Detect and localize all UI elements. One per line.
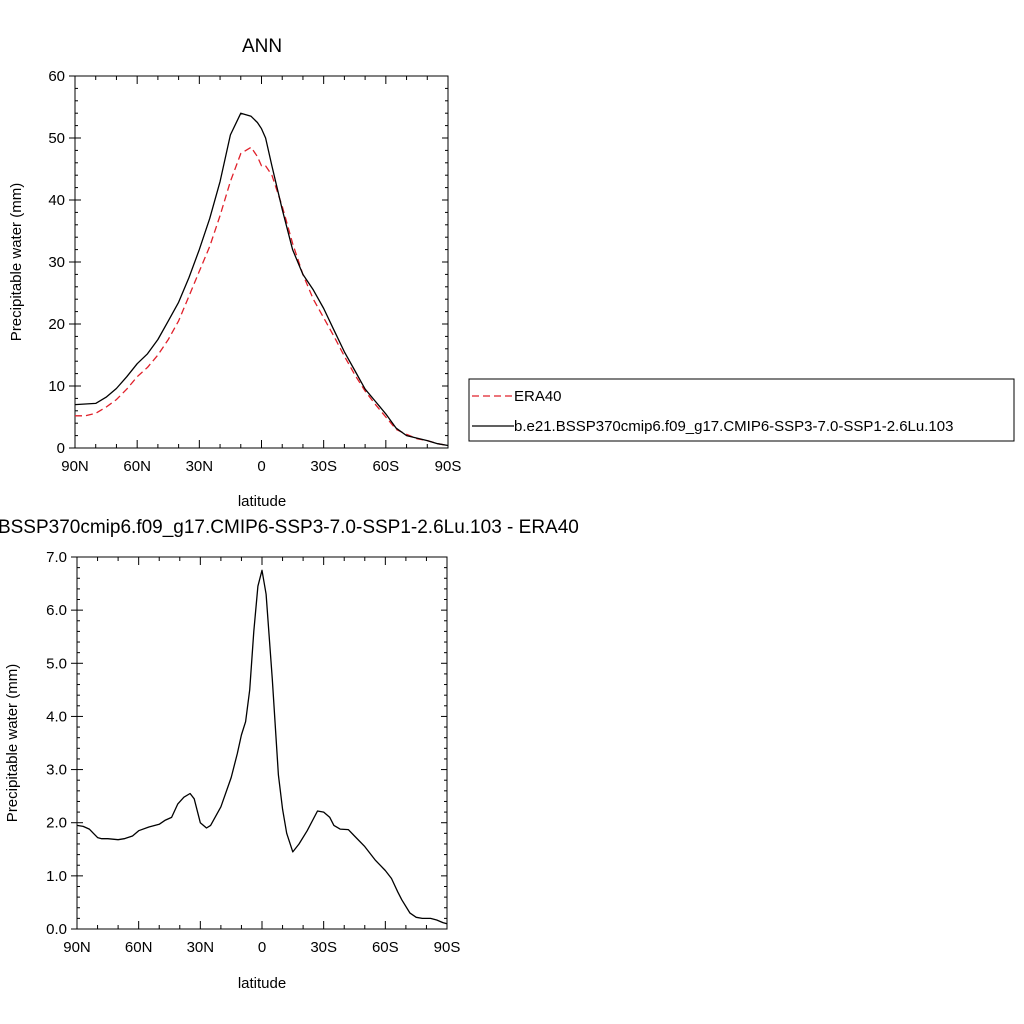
x-tick-label: 90S [435, 458, 462, 475]
x-tick-label: 90N [63, 939, 91, 956]
chart-top-title: ANN [242, 36, 282, 57]
x-tick-label: 60S [372, 939, 399, 956]
x-tick-label: 30N [186, 458, 214, 475]
y-tick-label: 10 [48, 378, 65, 395]
chart-bottom-title: b.e21.BSSP370cmip6.f09_g17.CMIP6-SSP3-7.… [0, 517, 579, 538]
x-tick-label: 90S [434, 939, 461, 956]
x-tick-label: 60N [123, 458, 151, 475]
y-tick-label: 1.0 [46, 868, 67, 885]
chart-bottom-frame [76, 556, 448, 930]
series-line-bottom-0 [76, 569, 448, 925]
chart-bottom-xlabel: latitude [238, 975, 286, 992]
x-tick-label: 60N [125, 939, 153, 956]
chart-top-xlabel: latitude [238, 493, 286, 510]
legend-label-model: b.e21.BSSP370cmip6.f09_g17.CMIP6-SSP3-7.… [514, 418, 953, 435]
legend-box [468, 378, 1015, 442]
chart-top-frame [74, 75, 449, 449]
chart-top-lines [74, 112, 449, 447]
series-line-top-1 [74, 112, 449, 447]
y-tick-label: 4.0 [46, 708, 67, 725]
chart-bottom-ylabel: Precipitable water (mm) [4, 664, 21, 822]
y-tick-label: 0.0 [46, 921, 67, 938]
y-tick-label: 50 [48, 130, 65, 147]
series-line-top-0 [75, 146, 449, 447]
legend-label-era40: ERA40 [514, 388, 562, 405]
y-tick-label: 5.0 [46, 655, 67, 672]
legend: ERA40 b.e21.BSSP370cmip6.f09_g17.CMIP6-S… [468, 378, 1015, 442]
x-tick-label: 0 [258, 939, 266, 956]
y-tick-label: 0 [57, 440, 65, 457]
y-tick-label: 20 [48, 316, 65, 333]
y-tick-label: 40 [48, 192, 65, 209]
x-tick-label: 90N [61, 458, 89, 475]
chart-top: ANN 90N 60N 30N 0 30S 60S 90S 0 10 20 30 40 50 60 lat… [8, 36, 461, 510]
y-tick-label: 6.0 [46, 602, 67, 619]
x-tick-label: 30S [310, 458, 337, 475]
chart-bottom: b.e21.BSSP370cmip6.f09_g17.CMIP6-SSP3-7.… [0, 517, 579, 992]
x-tick-label: 60S [372, 458, 399, 475]
y-tick-label: 60 [48, 68, 65, 85]
y-tick-label: 3.0 [46, 762, 67, 779]
y-tick-label: 7.0 [46, 549, 67, 566]
x-tick-label: 0 [257, 458, 265, 475]
x-tick-label: 30S [310, 939, 337, 956]
chart-top-ticks: 90N 60N 30N 0 30S 60S 90S 0 10 20 30 40 50 60 [48, 68, 461, 475]
x-tick-label: 30N [187, 939, 215, 956]
chart-bottom-lines [76, 569, 448, 925]
y-tick-label: 2.0 [46, 815, 67, 832]
y-tick-label: 30 [48, 254, 65, 271]
chart-bottom-ticks: 90N 60N 30N 0 30S 60S 90S 0.0 1.0 2.0 3.0 4.0 5.0 6.0… [46, 549, 460, 956]
chart-top-ylabel: Precipitable water (mm) [8, 183, 25, 341]
